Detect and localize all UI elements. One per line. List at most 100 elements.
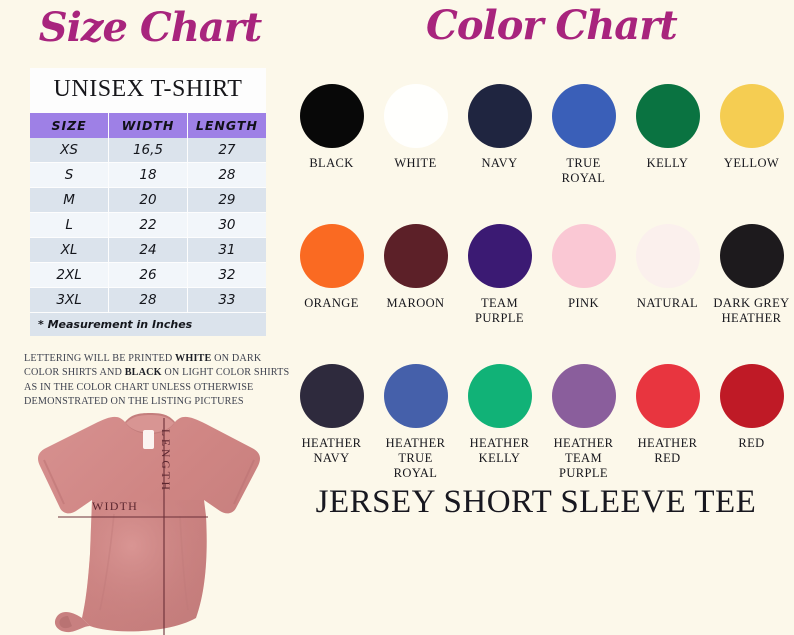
table-row: XL 24 31: [30, 237, 266, 263]
table-row: 3XL 28 33: [30, 287, 266, 313]
color-swatch-red[interactable]: RED: [712, 364, 791, 504]
swatch-dot-icon: [635, 364, 700, 428]
shirt-collar-inner: [126, 415, 174, 433]
unisex-tshirt-heading: UNISEX T-SHIRT: [30, 68, 266, 113]
swatch-dot-icon: [635, 224, 700, 288]
color-chart-title: Color Chart: [426, 2, 678, 49]
color-swatch-heather-navy[interactable]: HEATHER NAVY: [292, 364, 371, 504]
length-measurement-label: LENGTH: [159, 429, 171, 493]
swatch-dot-icon: [551, 84, 616, 148]
size-table-body: XS 16,5 27 S 18 28 M 20 29: [30, 138, 266, 313]
swatch-dot-icon: [719, 84, 784, 148]
cell-size: M: [30, 187, 110, 213]
color-swatch-white[interactable]: WHITE: [376, 84, 455, 224]
swatch-dot-icon: [467, 364, 532, 428]
swatch-dot-icon: [383, 84, 448, 148]
product-name: JERSEY SHORT SLEEVE TEE: [315, 484, 757, 520]
shirt-neck-tag: [143, 430, 154, 449]
swatch-dot-icon: [719, 224, 784, 288]
swatch-label: RED: [738, 436, 765, 450]
swatch-label: HEATHER TEAM PURPLE: [553, 436, 614, 480]
color-swatch-navy[interactable]: NAVY: [460, 84, 539, 224]
cell-width: 18: [108, 162, 188, 188]
size-chart-panel: UNISEX T-SHIRT SIZE WIDTH LENGTH XS 16,5…: [30, 68, 266, 336]
cell-length: 32: [187, 262, 266, 288]
color-swatch-orange[interactable]: ORANGE: [292, 224, 371, 364]
color-swatch-heather-team-purple[interactable]: HEATHER TEAM PURPLE: [544, 364, 623, 504]
cell-size: 2XL: [30, 262, 110, 288]
right-sleeve-crease: [233, 459, 255, 505]
swatch-label: DARK GREY HEATHER: [713, 296, 790, 325]
swatch-dot-icon: [467, 224, 532, 288]
color-swatch-team-purple[interactable]: TEAM PURPLE: [460, 224, 539, 364]
size-chart-title: Size Chart: [38, 4, 263, 51]
table-row: XS 16,5 27: [30, 138, 266, 163]
swatch-label: HEATHER KELLY: [469, 436, 530, 465]
swatch-label: WHITE: [394, 156, 437, 170]
swatch-dot-icon: [551, 224, 616, 288]
color-swatch-grid: BLACK WHITE NAVY TRUE ROYAL KELLY: [292, 84, 792, 504]
swatch-dot-icon: [383, 364, 448, 428]
cell-length: 29: [187, 187, 266, 213]
swatch-label: PINK: [568, 296, 599, 310]
table-row: 2XL 26 32: [30, 262, 266, 288]
shirt-knot-shadow: [59, 616, 72, 629]
color-swatch-heather-kelly[interactable]: HEATHER KELLY: [460, 364, 539, 504]
color-swatch-maroon[interactable]: MAROON: [376, 224, 455, 364]
swatch-label: ORANGE: [304, 296, 359, 310]
column-header-width: WIDTH: [108, 113, 188, 138]
cell-size: XL: [30, 237, 110, 263]
cell-width: 20: [108, 187, 188, 213]
table-row: S 18 28: [30, 162, 266, 188]
left-sleeve-crease: [43, 459, 65, 505]
swatch-dot-icon: [551, 364, 616, 428]
swatch-dot-icon: [467, 84, 532, 148]
cell-length: 30: [187, 212, 266, 238]
color-swatch-yellow[interactable]: YELLOW: [712, 84, 791, 224]
color-swatch-dark-grey-heather[interactable]: DARK GREY HEATHER: [712, 224, 791, 364]
table-header-row: SIZE WIDTH LENGTH: [30, 113, 266, 138]
swatch-dot-icon: [719, 364, 784, 428]
color-swatch-heather-red[interactable]: HEATHER RED: [628, 364, 707, 504]
swatch-label: YELLOW: [723, 156, 780, 170]
column-header-length: LENGTH: [187, 113, 266, 138]
size-chart-section: Size Chart UNISEX T-SHIRT SIZE WIDTH LEN…: [0, 0, 300, 635]
table-row: L 22 30: [30, 212, 266, 238]
swatch-label: NAVY: [481, 156, 518, 170]
cell-length: 33: [187, 287, 266, 313]
color-swatch-natural[interactable]: NATURAL: [628, 224, 707, 364]
swatch-row: ORANGE MAROON TEAM PURPLE PINK NATURAL: [292, 224, 792, 364]
swatch-row: HEATHER NAVY HEATHER TRUE ROYAL HEATHER …: [292, 364, 792, 504]
swatch-label: NATURAL: [636, 296, 699, 310]
disclaimer-emphasis-black: black: [124, 367, 162, 379]
swatch-dot-icon: [635, 84, 700, 148]
swatch-label: HEATHER RED: [637, 436, 698, 465]
cell-size: L: [30, 212, 110, 238]
drape-line-1: [99, 513, 115, 611]
disclaimer-part-1: Lettering will be printed: [24, 353, 176, 364]
color-swatch-kelly[interactable]: KELLY: [628, 84, 707, 224]
disclaimer-part-3: on light color shirts as in the color ch…: [24, 367, 290, 408]
color-swatch-pink[interactable]: PINK: [544, 224, 623, 364]
tshirt-illustration: [38, 413, 260, 635]
cell-length: 28: [187, 162, 266, 188]
swatch-label: MAROON: [386, 296, 445, 310]
tshirt-measurement-diagram: WIDTH LENGTH: [30, 404, 282, 635]
size-table: SIZE WIDTH LENGTH XS 16,5 27 S 18 28: [30, 113, 266, 313]
cell-size: XS: [30, 138, 110, 163]
swatch-label: TEAM PURPLE: [475, 296, 524, 325]
shirt-fold-shading: [82, 500, 207, 632]
color-chart-section: Color Chart BLACK WHITE NAVY TRU: [286, 0, 794, 635]
column-header-size: SIZE: [30, 113, 110, 138]
table-row: M 20 29: [30, 187, 266, 213]
disclaimer-emphasis-white: white: [175, 353, 212, 364]
color-swatch-heather-true-royal[interactable]: HEATHER TRUE ROYAL: [376, 364, 455, 504]
cell-width: 22: [108, 212, 188, 238]
measurement-note: * Measurement in Inches: [30, 313, 266, 336]
cell-size: S: [30, 162, 110, 188]
printing-disclaimer: Lettering will be printed white on dark …: [24, 352, 292, 410]
drape-line-2: [179, 515, 189, 611]
swatch-label: TRUE ROYAL: [561, 156, 606, 185]
color-swatch-true-royal[interactable]: TRUE ROYAL: [544, 84, 623, 224]
color-swatch-black[interactable]: BLACK: [292, 84, 371, 224]
